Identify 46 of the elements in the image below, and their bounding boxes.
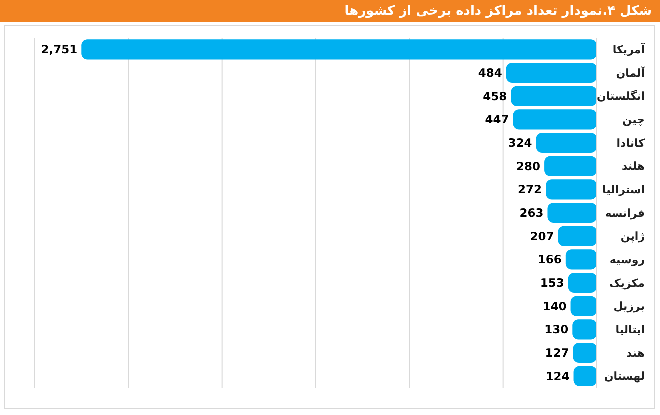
data-label: 484: [478, 66, 502, 80]
chart-title: شکل ۴.نمودار تعداد مراکز داده برخی از کشورها: [344, 4, 652, 19]
y-tick-label: مکزیک: [610, 276, 645, 290]
data-label: 263: [520, 206, 544, 220]
bar: [548, 202, 597, 224]
y-tick-label: هند: [626, 346, 645, 360]
bar: [544, 156, 597, 176]
data-label: 272: [518, 182, 542, 197]
y-tick-label: آلمان: [616, 66, 646, 80]
data-label: 130: [544, 322, 569, 337]
y-tick-label: هلند: [622, 160, 645, 174]
bar: [82, 40, 597, 60]
data-label: 153: [540, 276, 564, 290]
data-label: 207: [530, 229, 554, 244]
bar: [546, 180, 597, 200]
y-tick-label: استرالیا: [602, 184, 645, 197]
y-tick-label: چین: [622, 114, 645, 127]
bar: [566, 250, 597, 270]
bar: [513, 110, 597, 130]
y-tick-label: ایتالیا: [616, 324, 645, 337]
data-label: 166: [538, 252, 562, 267]
y-tick-label: لهستان: [604, 370, 645, 384]
bar: [573, 342, 597, 364]
data-label: 324: [508, 136, 532, 150]
bar: [511, 86, 597, 106]
bar: [572, 320, 597, 340]
bar: [568, 272, 597, 294]
y-tick-label: برزیل: [614, 300, 645, 314]
bar: [570, 296, 597, 316]
y-tick-label: آمریکا: [612, 42, 646, 57]
data-label: 124: [546, 369, 570, 384]
data-label: 2,751: [41, 42, 78, 57]
y-tick-label: کانادا: [616, 136, 646, 150]
data-label: 447: [485, 112, 510, 127]
y-tick-label: روسیه: [610, 254, 645, 267]
bar: [574, 366, 597, 386]
bar: [536, 132, 597, 154]
data-label: 458: [483, 89, 508, 104]
y-tick-label: ژاپن: [620, 230, 645, 244]
bar: [506, 62, 597, 84]
y-tick-label: انگلستان: [597, 90, 645, 104]
data-label: 140: [542, 299, 567, 314]
y-tick-label: فرانسه: [605, 206, 645, 220]
data-label: 127: [545, 346, 570, 360]
bar: [558, 226, 597, 246]
data-label: 280: [516, 159, 541, 174]
